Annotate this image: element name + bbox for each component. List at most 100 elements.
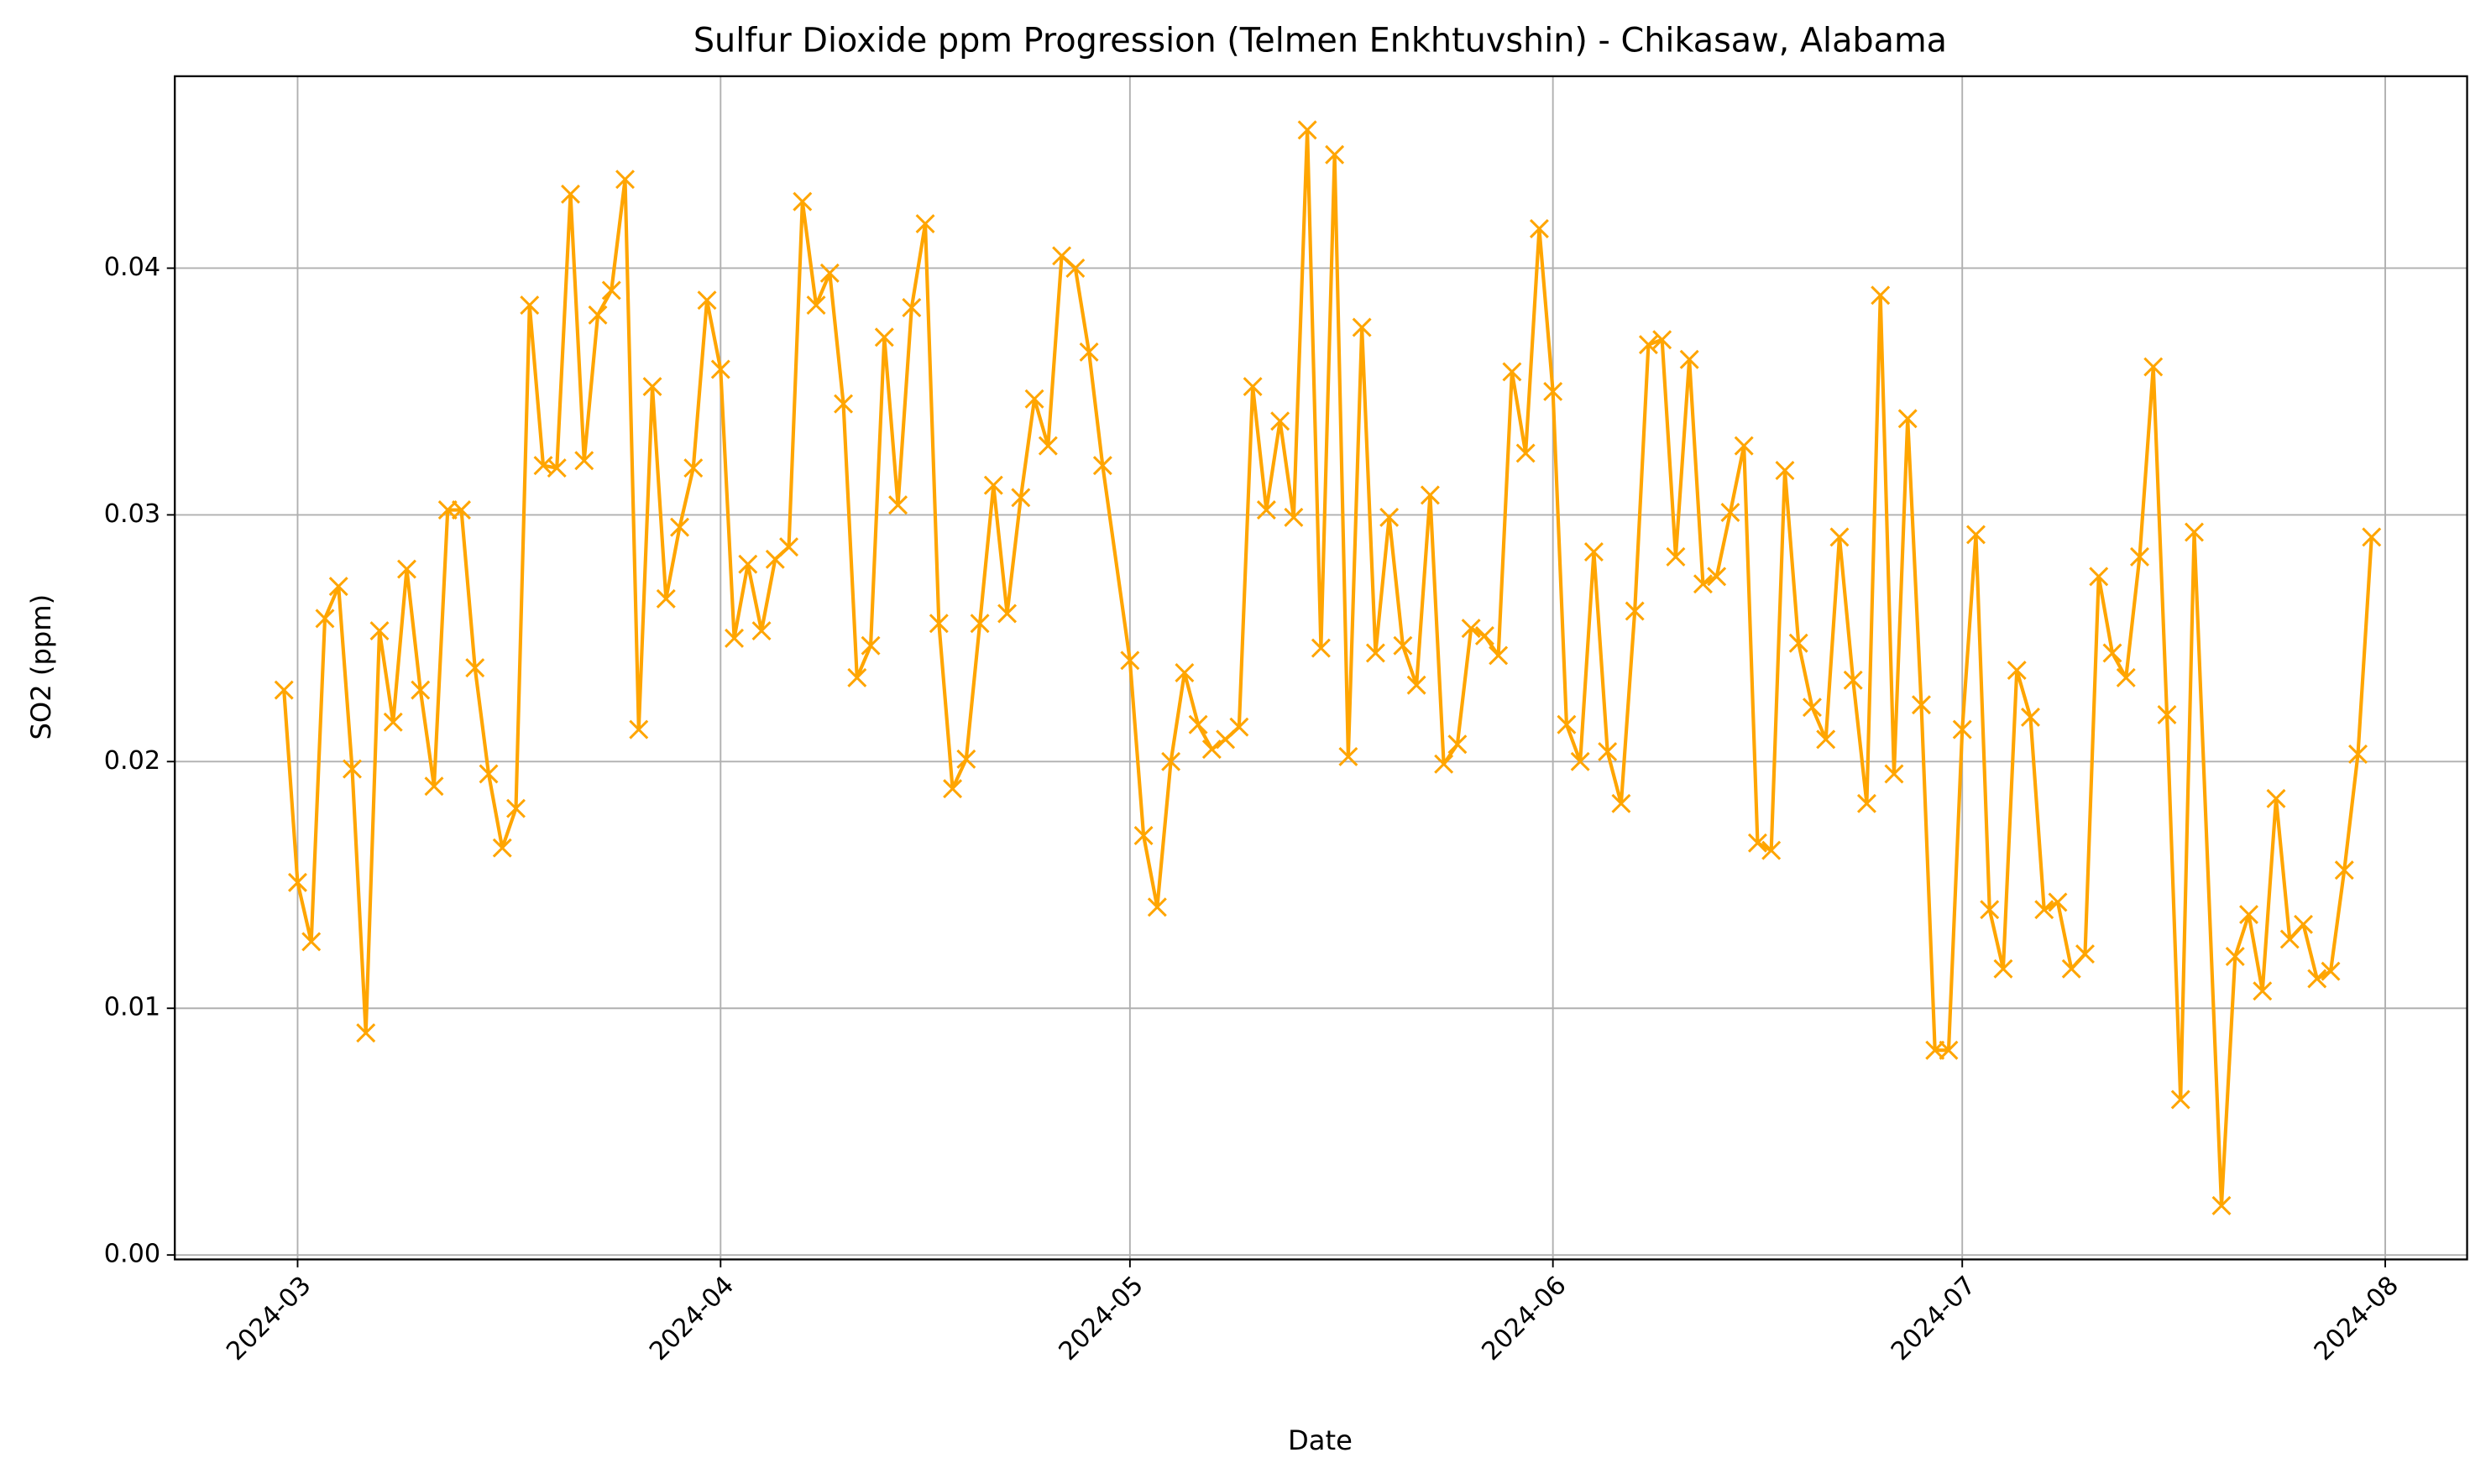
data-marker — [301, 932, 322, 952]
data-marker — [1079, 342, 1099, 362]
data-marker — [888, 495, 908, 515]
data-marker — [465, 658, 485, 678]
data-marker — [2116, 667, 2136, 687]
data-marker — [2239, 905, 2258, 925]
data-marker — [1747, 833, 1767, 853]
data-marker — [2020, 707, 2040, 727]
data-marker — [2157, 705, 2177, 724]
data-marker — [356, 1023, 376, 1043]
data-marker — [1980, 900, 2000, 920]
data-marker — [2034, 900, 2054, 920]
data-marker — [1515, 443, 1536, 463]
data-marker — [1284, 507, 1304, 527]
data-marker — [1897, 409, 1918, 429]
data-marker — [1543, 381, 1563, 401]
data-marker — [1434, 754, 1454, 774]
data-marker — [1024, 389, 1044, 409]
data-marker — [1761, 840, 1782, 860]
data-marker — [369, 621, 390, 641]
data-marker — [2185, 522, 2204, 542]
data-marker — [1529, 218, 1549, 238]
data-marker — [492, 838, 512, 858]
data-marker — [2321, 961, 2341, 981]
data-marker — [615, 170, 636, 190]
data-marker — [274, 680, 294, 700]
data-marker — [343, 759, 362, 779]
data-marker — [1666, 546, 1686, 567]
data-marker — [383, 712, 403, 732]
y-tick-label: 0.03 — [104, 499, 160, 529]
data-marker — [2143, 357, 2164, 377]
data-marker — [601, 280, 621, 300]
data-marker — [1175, 663, 1195, 682]
data-marker — [2294, 914, 2313, 934]
y-tick-label: 0.04 — [104, 253, 160, 282]
data-marker — [2048, 892, 2068, 912]
data-marker — [1065, 259, 1086, 278]
data-marker — [983, 475, 1003, 495]
data-marker — [1502, 362, 1522, 382]
data-marker — [1816, 729, 1836, 750]
data-marker — [437, 500, 458, 520]
data-marker — [2225, 947, 2245, 966]
data-marker — [397, 559, 416, 579]
data-marker — [2170, 1089, 2190, 1110]
data-marker — [697, 290, 717, 311]
data-marker — [1393, 635, 1413, 656]
data-marker — [997, 604, 1018, 624]
data-marker — [424, 776, 444, 797]
data-marker — [670, 517, 690, 537]
data-marker — [315, 609, 335, 629]
data-marker — [2362, 527, 2382, 547]
data-marker — [725, 628, 745, 648]
data-marker — [1843, 670, 1863, 690]
data-marker — [806, 295, 826, 316]
plot-frame — [174, 75, 2468, 1261]
data-marker — [1856, 793, 1876, 813]
data-marker — [656, 588, 676, 609]
y-axis-label: SO2 (ppm) — [25, 594, 57, 740]
data-marker — [956, 749, 976, 769]
data-marker — [574, 451, 594, 471]
data-marker — [2211, 1195, 2232, 1215]
data-marker — [1638, 335, 1658, 355]
data-marker — [1311, 638, 1331, 658]
data-marker — [561, 184, 580, 204]
chart-title: Sulfur Dioxide ppm Progression (Telmen E… — [693, 22, 1947, 60]
x-axis-label: Date — [1288, 1424, 1353, 1456]
data-marker — [1297, 120, 1317, 140]
data-marker — [710, 359, 730, 379]
data-marker — [642, 377, 662, 397]
data-marker — [1338, 746, 1358, 766]
data-marker — [1679, 349, 1699, 369]
data-marker — [2253, 981, 2273, 1001]
data-marker — [1720, 502, 1740, 522]
data-marker — [2348, 745, 2368, 764]
data-marker — [861, 635, 881, 656]
data-marker — [2130, 546, 2149, 567]
data-marker — [1420, 485, 1440, 505]
data-marker — [1365, 643, 1385, 663]
data-marker — [1802, 698, 1822, 718]
data-marker — [1092, 456, 1112, 476]
data-marker — [1270, 411, 1290, 431]
data-marker — [929, 614, 949, 634]
data-marker — [751, 621, 772, 641]
data-marker — [793, 191, 813, 212]
data-marker — [874, 327, 894, 347]
y-tick-label: 0.00 — [104, 1240, 160, 1269]
data-marker — [1011, 488, 1031, 508]
data-marker — [288, 872, 307, 892]
data-marker — [1256, 500, 1276, 520]
data-marker — [2334, 860, 2354, 880]
data-marker — [452, 500, 471, 520]
data-marker — [1489, 645, 1509, 666]
data-marker — [1707, 567, 1727, 587]
y-tick-label: 0.02 — [104, 746, 160, 776]
data-marker — [1583, 542, 1604, 562]
data-marker — [1447, 734, 1468, 755]
data-marker — [1925, 1040, 1945, 1060]
